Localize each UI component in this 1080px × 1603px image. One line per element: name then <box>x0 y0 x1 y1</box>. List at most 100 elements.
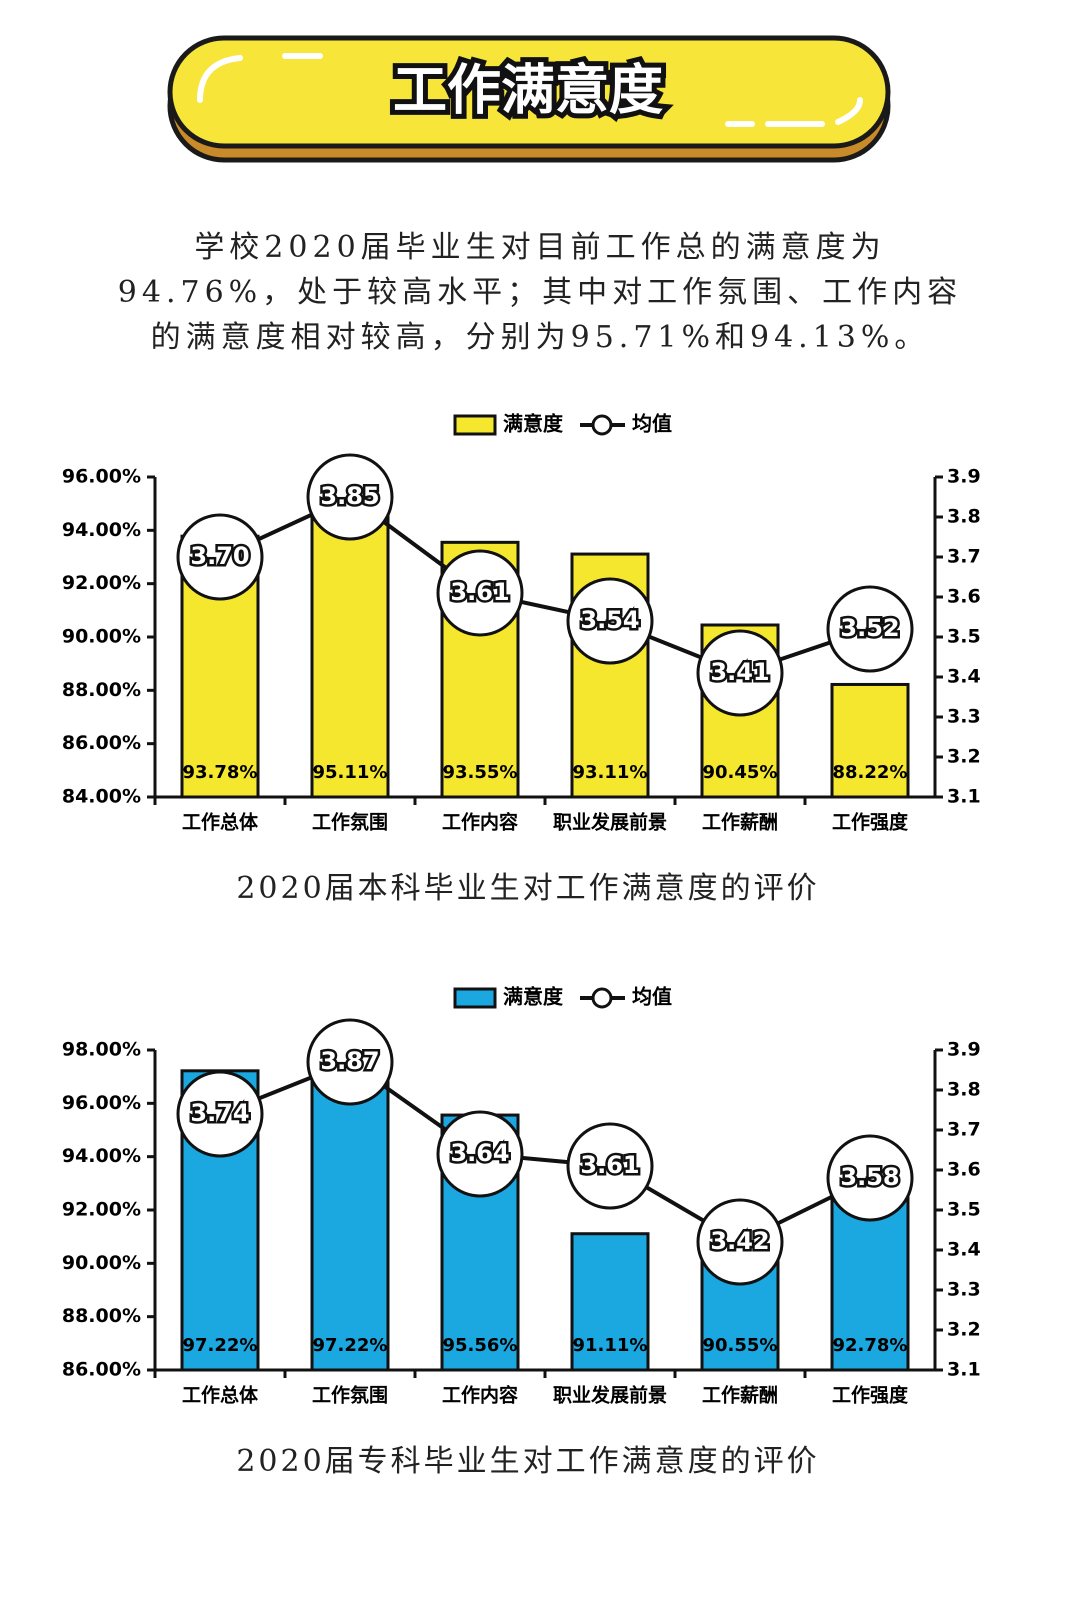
mean-label: 3.85 <box>320 482 379 510</box>
legend-label: 均值 <box>632 985 672 1009</box>
mean-marker <box>696 629 784 717</box>
x-tick-label: 工作薪酬 <box>702 1384 778 1407</box>
legend-marker <box>591 987 613 1009</box>
bar-value-label: 97.22% <box>313 1335 388 1356</box>
y2-tick-label: 3.6 <box>947 1159 981 1181</box>
mean-marker <box>826 1134 914 1222</box>
x-tick-label: 工作氛围 <box>312 1384 388 1407</box>
bar-value-label: 92.78% <box>833 1335 908 1356</box>
mean-marker <box>436 549 524 637</box>
x-tick-label: 职业发展前景 <box>553 811 667 834</box>
y2-tick-label: 3.7 <box>947 546 981 568</box>
bar-value-label: 91.11% <box>573 1335 648 1356</box>
y-tick-label: 86.00% <box>62 732 141 754</box>
chart-title: 2020届本科毕业生对工作满意度的评价 <box>236 871 819 906</box>
intro-line: 学校2020届毕业生对目前工作总的满意度为 <box>194 230 886 265</box>
bar-value-label: 93.55% <box>443 762 518 783</box>
x-tick-label: 工作内容 <box>442 1384 518 1407</box>
mean-label: 3.61 <box>580 1151 639 1179</box>
mean-marker <box>436 1110 524 1198</box>
mean-label: 3.58 <box>840 1163 899 1191</box>
mean-label: 3.42 <box>710 1227 769 1255</box>
mean-marker <box>826 585 914 673</box>
legend-label: 满意度 <box>503 985 564 1009</box>
x-tick-label: 工作氛围 <box>312 811 388 834</box>
y2-tick-label: 3.1 <box>947 786 981 808</box>
y-tick-label: 94.00% <box>62 1145 141 1167</box>
bar-value-label: 88.22% <box>833 762 908 783</box>
mean-label: 3.52 <box>840 614 899 642</box>
y2-tick-label: 3.3 <box>947 1279 981 1301</box>
mean-marker <box>566 577 654 665</box>
chart-title: 2020届专科毕业生对工作满意度的评价 <box>236 1444 819 1479</box>
mean-label: 3.74 <box>190 1099 249 1127</box>
bar-value-label: 93.78% <box>183 762 258 783</box>
x-tick-label: 职业发展前景 <box>553 1384 667 1407</box>
chart: 满意度 均值 84.00% 86.00% 88.00% 90.00% 92.00% 94.00… <box>62 412 981 907</box>
y-tick-label: 84.00% <box>62 786 141 808</box>
mean-label: 3.64 <box>450 1139 509 1167</box>
bar-value-label: 93.11% <box>573 762 648 783</box>
y2-tick-label: 3.7 <box>947 1119 981 1141</box>
mean-marker <box>176 513 264 601</box>
y-tick-label: 86.00% <box>62 1359 141 1381</box>
legend-label: 满意度 <box>503 412 564 436</box>
legend-swatch <box>453 414 497 436</box>
intro-line: 的满意度相对较高，分别为95.71%和94.13%。 <box>150 320 930 355</box>
bar <box>310 499 390 799</box>
mean-label: 3.61 <box>450 578 509 606</box>
x-tick-label: 工作内容 <box>442 811 518 834</box>
bar-value-label: 95.11% <box>313 762 388 783</box>
y2-tick-label: 3.2 <box>947 746 981 768</box>
legend-label: 均值 <box>632 412 672 436</box>
y-tick-label: 92.00% <box>62 572 141 594</box>
y2-tick-label: 3.6 <box>947 586 981 608</box>
legend-marker <box>591 414 613 436</box>
bar <box>310 1069 390 1372</box>
y-tick-label: 90.00% <box>62 626 141 648</box>
bar <box>830 682 910 799</box>
y-tick-label: 96.00% <box>62 466 141 488</box>
y2-tick-label: 3.8 <box>947 506 981 528</box>
x-tick-label: 工作总体 <box>182 811 259 834</box>
y-tick-label: 94.00% <box>62 519 141 541</box>
chart: 满意度 均值 86.00% 88.00% 90.00% 92.00% 94.00% 96.00… <box>62 985 981 1480</box>
x-tick-label: 工作强度 <box>832 1384 909 1407</box>
y-tick-label: 88.00% <box>62 679 141 701</box>
mean-label: 3.54 <box>580 606 639 634</box>
bar <box>570 1232 650 1372</box>
mean-label: 3.70 <box>190 542 249 570</box>
y2-tick-label: 3.4 <box>947 666 981 688</box>
y-tick-label: 98.00% <box>62 1039 141 1061</box>
y2-tick-label: 3.3 <box>947 706 981 728</box>
mean-marker <box>696 1198 784 1286</box>
page-title: 工作满意度 <box>393 59 663 122</box>
y2-tick-label: 3.1 <box>947 1359 981 1381</box>
y-tick-label: 96.00% <box>62 1092 141 1114</box>
y2-tick-label: 3.9 <box>947 466 981 488</box>
y-tick-label: 88.00% <box>62 1305 141 1327</box>
x-tick-label: 工作总体 <box>182 1384 259 1407</box>
y-tick-label: 92.00% <box>62 1199 141 1221</box>
intro-line: 94.76%，处于较高水平；其中对工作氛围、工作内容 <box>117 275 963 310</box>
legend-swatch <box>453 987 497 1009</box>
bar-value-label: 90.55% <box>703 1335 778 1356</box>
mean-marker <box>176 1070 264 1158</box>
mean-marker <box>306 453 394 541</box>
y2-tick-label: 3.5 <box>947 1199 981 1221</box>
bar-value-label: 97.22% <box>183 1335 258 1356</box>
mean-label: 3.87 <box>320 1047 379 1075</box>
x-tick-label: 工作强度 <box>832 811 909 834</box>
mean-label: 3.41 <box>710 658 769 686</box>
mean-marker <box>566 1122 654 1210</box>
y2-tick-label: 3.4 <box>947 1239 981 1261</box>
bar-value-label: 95.56% <box>443 1335 518 1356</box>
y2-tick-label: 3.2 <box>947 1319 981 1341</box>
y2-tick-label: 3.5 <box>947 626 981 648</box>
y-tick-label: 90.00% <box>62 1252 141 1274</box>
bar-value-label: 90.45% <box>703 762 778 783</box>
x-tick-label: 工作薪酬 <box>702 811 778 834</box>
y2-tick-label: 3.9 <box>947 1039 981 1061</box>
